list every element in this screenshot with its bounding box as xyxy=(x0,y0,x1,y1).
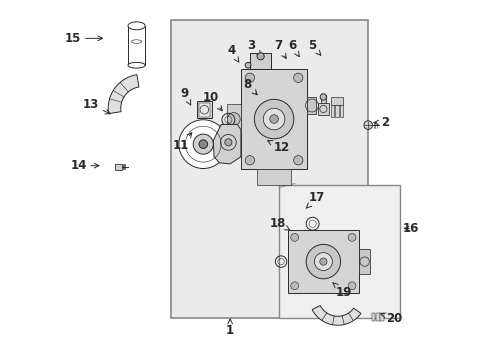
Bar xyxy=(197,101,211,118)
Text: 20: 20 xyxy=(380,311,402,325)
Bar xyxy=(371,314,375,320)
Text: 9: 9 xyxy=(180,87,190,105)
Bar xyxy=(330,104,333,117)
Bar xyxy=(171,21,367,318)
Circle shape xyxy=(305,244,340,279)
Text: 17: 17 xyxy=(305,192,325,208)
Text: 16: 16 xyxy=(402,222,418,235)
Circle shape xyxy=(227,113,240,126)
Bar xyxy=(115,164,122,170)
Circle shape xyxy=(224,139,231,146)
Bar xyxy=(359,249,369,274)
Bar xyxy=(317,103,328,116)
Text: 8: 8 xyxy=(243,78,257,95)
Bar xyxy=(198,103,210,117)
Bar xyxy=(380,314,383,320)
Polygon shape xyxy=(311,306,360,325)
Circle shape xyxy=(314,253,332,271)
Ellipse shape xyxy=(128,22,145,30)
Text: 10: 10 xyxy=(203,91,222,111)
Bar xyxy=(257,169,290,185)
Circle shape xyxy=(263,108,285,130)
Bar xyxy=(241,69,306,169)
Circle shape xyxy=(347,282,355,290)
Text: 14: 14 xyxy=(70,159,99,172)
Bar xyxy=(339,104,343,117)
Text: 1: 1 xyxy=(225,319,234,337)
Circle shape xyxy=(293,156,303,165)
Polygon shape xyxy=(108,75,139,114)
Circle shape xyxy=(254,99,293,139)
Bar xyxy=(287,230,359,293)
Text: 4: 4 xyxy=(227,44,238,62)
Bar xyxy=(278,185,400,318)
Circle shape xyxy=(320,94,326,100)
Circle shape xyxy=(199,140,207,148)
Circle shape xyxy=(319,258,326,265)
Bar xyxy=(128,26,145,65)
Text: 15: 15 xyxy=(65,32,102,45)
Text: 3: 3 xyxy=(246,39,261,55)
Text: 12: 12 xyxy=(267,140,289,154)
Bar xyxy=(375,314,379,320)
Bar xyxy=(306,97,316,114)
Circle shape xyxy=(290,282,298,290)
Bar xyxy=(226,104,241,134)
Text: 7: 7 xyxy=(273,39,285,58)
Text: 18: 18 xyxy=(269,216,289,230)
Circle shape xyxy=(257,53,264,60)
Text: 11: 11 xyxy=(172,133,191,152)
Text: 2: 2 xyxy=(373,116,388,129)
Bar xyxy=(249,53,271,69)
Bar xyxy=(330,96,343,104)
Bar xyxy=(320,95,325,103)
Polygon shape xyxy=(213,125,241,164)
Ellipse shape xyxy=(128,62,145,68)
Text: 13: 13 xyxy=(83,98,110,114)
Circle shape xyxy=(244,156,254,165)
Text: 19: 19 xyxy=(332,283,351,300)
Circle shape xyxy=(363,121,372,130)
Circle shape xyxy=(293,73,303,82)
Circle shape xyxy=(269,115,278,123)
Circle shape xyxy=(244,62,250,68)
Bar xyxy=(335,104,338,117)
Text: 5: 5 xyxy=(307,39,320,55)
Circle shape xyxy=(193,134,213,154)
Circle shape xyxy=(179,120,227,168)
Circle shape xyxy=(244,73,254,82)
Circle shape xyxy=(347,233,355,241)
Ellipse shape xyxy=(131,40,142,43)
Circle shape xyxy=(290,233,298,241)
Text: 6: 6 xyxy=(287,39,299,57)
